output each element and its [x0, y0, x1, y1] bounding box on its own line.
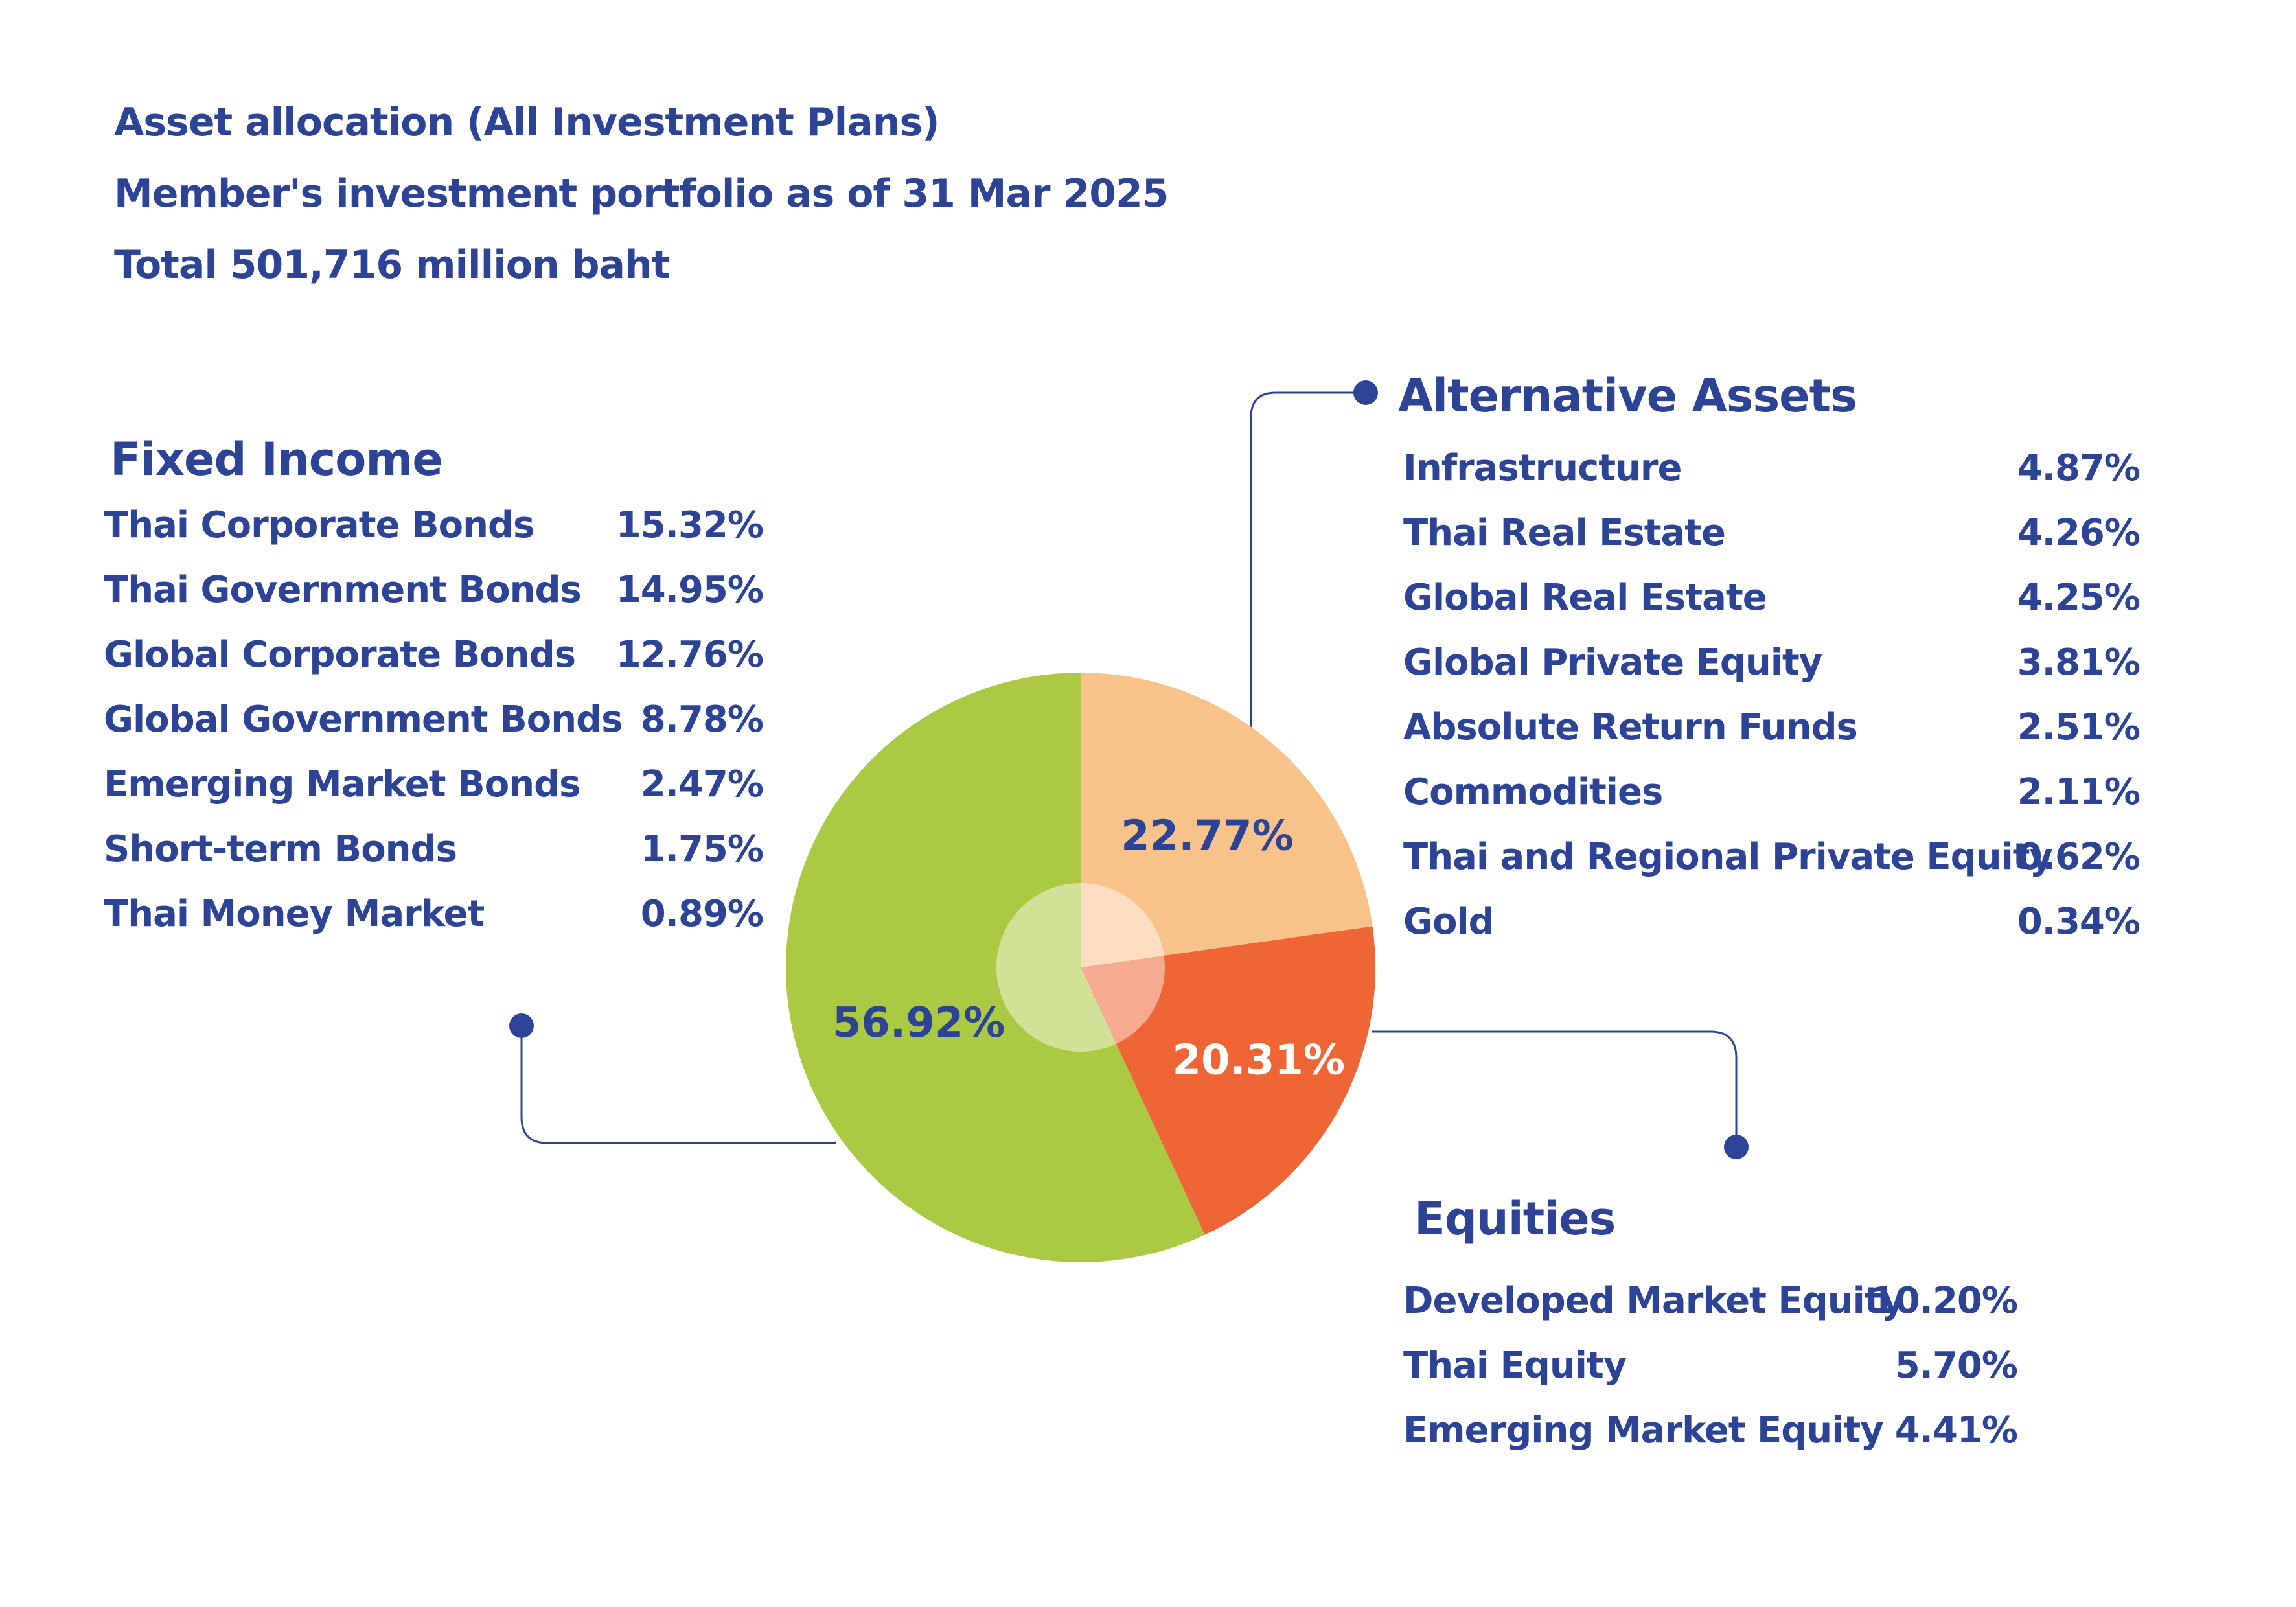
- asset-name: Infrastructure: [1403, 447, 1682, 489]
- chart-total: Total 501,716 million baht: [114, 242, 670, 288]
- connector-dot: [1724, 1135, 1749, 1159]
- pie-slice-label: 22.77%: [1121, 813, 1294, 861]
- asset-percentage: 10.20%: [1870, 1280, 2018, 1322]
- list-item: Global Corporate Bonds 12.76%: [104, 634, 764, 699]
- asset-percentage: 4.26%: [2017, 512, 2141, 554]
- pie-slice: [1081, 926, 1375, 1235]
- fixed-income-title: Fixed Income: [110, 433, 443, 486]
- pie-slices: [786, 673, 1375, 1263]
- list-item: Absolute Return Funds 2.51%: [1403, 706, 2141, 771]
- connector-line: [520, 1026, 836, 1144]
- list-item: Thai and Regional Private Equity 0.62%: [1403, 836, 2141, 901]
- asset-percentage: 4.87%: [2017, 447, 2141, 489]
- asset-name: Thai Government Bonds: [104, 569, 582, 611]
- asset-name: Global Corporate Bonds: [104, 634, 576, 676]
- asset-percentage: 2.11%: [2017, 771, 2141, 813]
- asset-percentage: 0.62%: [2017, 836, 2141, 878]
- asset-name: Absolute Return Funds: [1403, 706, 1858, 748]
- asset-name: Short-term Bonds: [104, 828, 457, 870]
- list-item: Gold 0.34%: [1403, 901, 2141, 965]
- asset-name: Thai and Regional Private Equity: [1403, 836, 2053, 878]
- pie-center-highlight: [996, 883, 1165, 1052]
- pie-slice-label: 20.31%: [1172, 1036, 1345, 1084]
- asset-percentage: 15.32%: [615, 504, 764, 546]
- chart-subtitle: Member's investment portfolio as of 31 M…: [114, 171, 1169, 216]
- asset-name: Thai Corporate Bonds: [104, 504, 534, 546]
- fixed-income-list: Thai Corporate Bonds 15.32% Thai Governmen…: [104, 504, 764, 958]
- asset-percentage: 2.47%: [640, 763, 764, 805]
- pie-slice-label: 56.92%: [832, 999, 1005, 1047]
- pie-slice-labels: 22.77% 20.31% 56.92%: [832, 813, 1345, 1085]
- asset-percentage: 0.89%: [640, 893, 764, 935]
- asset-name: Emerging Market Bonds: [104, 763, 580, 805]
- list-item: Emerging Market Bonds 2.47%: [104, 763, 764, 828]
- connector-lines: [509, 380, 1749, 1159]
- list-item: Developed Market Equity 10.20%: [1403, 1280, 2018, 1345]
- asset-name: Thai Real Estate: [1403, 512, 1726, 554]
- equities-title: Equities: [1414, 1192, 1616, 1245]
- list-item: Short-term Bonds 1.75%: [104, 828, 764, 893]
- connector-dot: [509, 1013, 534, 1038]
- list-item: Thai Money Market 0.89%: [104, 893, 764, 958]
- asset-percentage: 4.41%: [1894, 1409, 2018, 1451]
- alternative-assets-title: Alternative Assets: [1398, 369, 1857, 422]
- connector-line: [1250, 391, 1366, 735]
- asset-percentage: 3.81%: [2017, 642, 2141, 684]
- connector-line: [1372, 1030, 1738, 1147]
- asset-name: Thai Money Market: [104, 893, 485, 935]
- asset-percentage: 14.95%: [615, 569, 764, 611]
- chart-header: Asset allocation (All Investment Plans) …: [114, 87, 1169, 301]
- list-item: Commodities 2.11%: [1403, 771, 2141, 836]
- asset-percentage: 0.34%: [2017, 901, 2141, 943]
- alternative-assets-list: Infrastructure 4.87% Thai Real Estate 4.26%…: [1403, 447, 2141, 965]
- list-item: Thai Real Estate 4.26%: [1403, 512, 2141, 577]
- asset-name: Commodities: [1403, 771, 1663, 813]
- pie-slice: [1081, 673, 1373, 967]
- asset-name: Global Government Bonds: [104, 699, 623, 741]
- asset-percentage: 5.70%: [1894, 1345, 2018, 1387]
- asset-percentage: 4.25%: [2017, 577, 2141, 619]
- chart-title: Asset allocation (All Investment Plans): [114, 100, 940, 145]
- equities-list: Developed Market Equity 10.20% Thai Equity…: [1403, 1280, 2018, 1474]
- asset-name: Thai Equity: [1403, 1345, 1627, 1387]
- asset-percentage: 12.76%: [615, 634, 764, 676]
- list-item: Thai Government Bonds 14.95%: [104, 569, 764, 634]
- list-item: Thai Corporate Bonds 15.32%: [104, 504, 764, 569]
- list-item: Infrastructure 4.87%: [1403, 447, 2141, 512]
- asset-percentage: 1.75%: [640, 828, 764, 870]
- asset-percentage: 8.78%: [640, 699, 764, 741]
- asset-name: Gold: [1403, 901, 1495, 943]
- pie-slice: [786, 673, 1205, 1263]
- list-item: Global Private Equity 3.81%: [1403, 642, 2141, 706]
- asset-name: Global Private Equity: [1403, 642, 1822, 684]
- asset-name: Global Real Estate: [1403, 577, 1767, 619]
- list-item: Global Government Bonds 8.78%: [104, 699, 764, 763]
- list-item: Global Real Estate 4.25%: [1403, 577, 2141, 642]
- asset-name: Emerging Market Equity: [1403, 1409, 1884, 1451]
- asset-name: Developed Market Equity: [1403, 1280, 1905, 1322]
- connector-dot: [1353, 380, 1378, 405]
- asset-percentage: 2.51%: [2017, 706, 2141, 748]
- list-item: Thai Equity 5.70%: [1403, 1345, 2018, 1409]
- list-item: Emerging Market Equity 4.41%: [1403, 1409, 2018, 1474]
